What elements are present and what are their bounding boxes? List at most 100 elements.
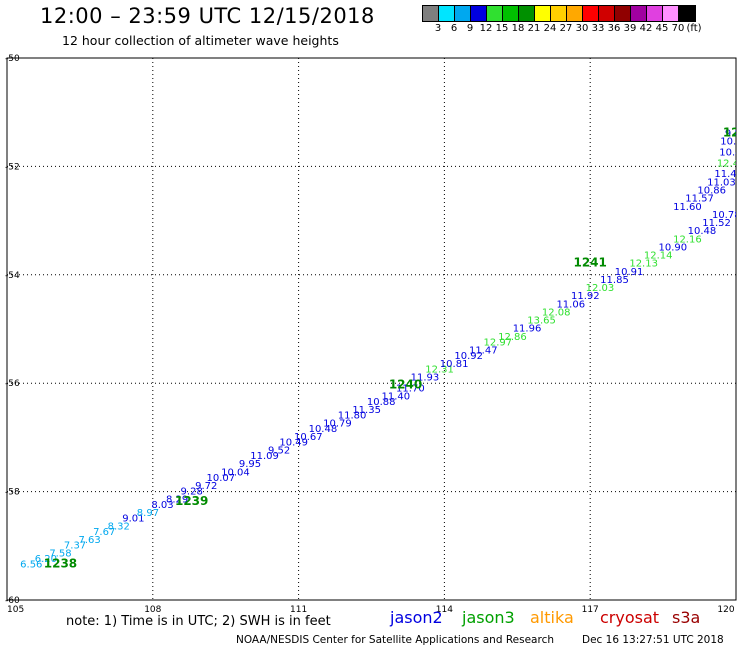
wave-height-label: 10.86 (697, 186, 726, 197)
legend-label: 30 (575, 23, 589, 34)
wave-height-label: 11.40 (714, 169, 740, 180)
wave-height-label: 10.67 (294, 432, 323, 443)
legend-swatch (519, 6, 535, 21)
wave-height-label: 8.03 (151, 500, 173, 511)
legend-swatch (503, 6, 519, 21)
legend-label: 27 (559, 23, 573, 34)
wave-height-label: 7.37 (64, 541, 86, 552)
wave-height-label: 9.86 (725, 129, 740, 140)
lon-tick-label: 120 (717, 605, 734, 615)
wave-height-label: 11.96 (513, 324, 542, 335)
wave-height-label: 10.48 (719, 148, 740, 159)
legend-label: 12 (479, 23, 493, 34)
legend-label: 70 (671, 23, 685, 34)
wave-height-label: 9.95 (239, 459, 261, 470)
legend-label: 6 (450, 23, 458, 34)
wave-height-label: 11.03 (707, 177, 736, 188)
wave-height-label: 7.67 (93, 527, 115, 538)
legend-label: 18 (511, 23, 525, 34)
legend-swatch (679, 6, 695, 21)
wave-height-label: 12.31 (425, 364, 454, 375)
note-text: note: 1) Time is in UTC; 2) SWH is in fe… (66, 614, 331, 629)
legend-swatch (567, 6, 583, 21)
track-time-label: 1238 (44, 556, 77, 570)
legend-label: 15 (495, 23, 509, 34)
wave-height-label: 12.03 (586, 283, 615, 294)
lat-tick-label: -54 (5, 271, 20, 281)
track-time-label: 1240 (389, 378, 422, 392)
wave-height-label: 10.48 (309, 424, 338, 435)
satellite-label-altika: altika (530, 608, 574, 627)
wave-height-label: 11.35 (352, 405, 381, 416)
lat-tick-label: -52 (5, 162, 20, 172)
wave-height-label: 9.28 (181, 486, 203, 497)
wave-height-label: 11.52 (702, 218, 731, 229)
lat-tick-label: -60 (5, 596, 20, 606)
wave-height-label: 11.40 (381, 391, 410, 402)
lon-tick-label: 105 (7, 605, 24, 615)
legend-swatch (439, 6, 455, 21)
satellite-label-jason2: jason2 (390, 608, 443, 627)
satellite-label-s3a: s3a (672, 608, 701, 627)
wave-height-label: 9.01 (122, 513, 144, 524)
legend-label: 42 (639, 23, 653, 34)
wave-height-label: 11.70 (396, 383, 425, 394)
legend-swatch (647, 6, 663, 21)
wave-height-label: 10.05 (720, 137, 740, 148)
wave-height-label: 11.92 (571, 291, 600, 302)
wave-height-label: 10.04 (221, 467, 250, 478)
legend-swatch (487, 6, 503, 21)
wave-height-label: 8.32 (108, 522, 130, 533)
wave-height-label: 10.90 (658, 242, 687, 253)
lat-tick-label: -50 (5, 54, 20, 64)
track-time-label: 1241 (573, 256, 606, 270)
wave-height-label: 7.63 (78, 535, 100, 546)
wave-height-label: 11.09 (250, 451, 279, 462)
wave-height-label: 11.60 (673, 202, 702, 213)
legend-label: (ft) (686, 23, 702, 34)
wave-height-label: 6.20 (35, 554, 57, 565)
legend-label: 24 (543, 23, 557, 34)
wave-height-label: 10.79 (323, 419, 352, 430)
wave-height-label: 7.58 (49, 549, 71, 560)
wave-height-label: 12.14 (644, 251, 673, 262)
legend-swatch (599, 6, 615, 21)
legend-swatch (551, 6, 567, 21)
wave-height-label: 12.08 (542, 307, 571, 318)
lon-tick-label: 117 (582, 605, 599, 615)
wave-height-label: 9.52 (268, 446, 290, 457)
wave-height-label: 13.65 (527, 316, 556, 327)
page-subtitle: 12 hour collection of altimeter wave hei… (62, 33, 339, 48)
legend-label: 3 (434, 23, 442, 34)
wave-height-label: 8.97 (137, 508, 159, 519)
satellite-label-cryosat: cryosat (600, 608, 660, 627)
legend-swatch (471, 6, 487, 21)
wave-height-label: 6.56 (20, 559, 42, 570)
wave-height-label: 11.06 (556, 299, 585, 310)
lon-tick-label: 111 (290, 605, 307, 615)
lat-tick-label: -58 (5, 488, 20, 498)
wave-height-label: 10.88 (367, 397, 396, 408)
legend-label: 21 (527, 23, 541, 34)
wave-height-label: 12.16 (673, 234, 702, 245)
track-time-label: 12: (723, 126, 740, 140)
wave-height-label: 12.86 (498, 332, 527, 343)
wave-height-label: 11.47 (469, 345, 498, 356)
wave-height-label: 10.91 (615, 267, 644, 278)
satellite-label-jason3: jason3 (462, 608, 515, 627)
wave-height-label: 9.72 (195, 481, 217, 492)
legend-label: 36 (607, 23, 621, 34)
map-frame (6, 57, 737, 601)
legend-swatch (455, 6, 471, 21)
wave-height-labels: 6.566.207.587.377.637.678.329.018.978.03… (20, 126, 740, 571)
wave-height-label: 10.78 (712, 210, 740, 221)
footer-credit: NOAA/NESDIS Center for Satellite Applica… (236, 634, 554, 646)
wave-height-label: 10.07 (207, 473, 236, 484)
wave-height-label: 12.13 (629, 259, 658, 270)
wave-height-label: 10.49 (279, 438, 308, 449)
color-scale-legend (422, 5, 696, 22)
legend-swatch (583, 6, 599, 21)
legend-swatch (663, 6, 679, 21)
